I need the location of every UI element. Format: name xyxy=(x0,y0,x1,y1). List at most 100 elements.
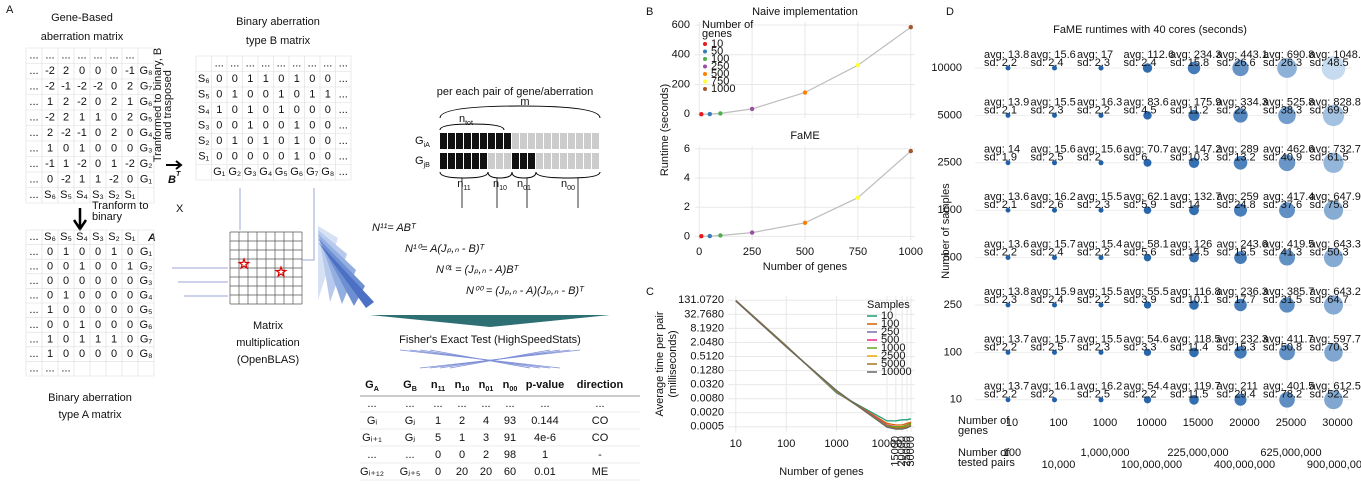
matrix-cell: -2 xyxy=(125,158,135,170)
matrix-cell: 0 xyxy=(278,135,284,147)
point xyxy=(707,233,713,239)
matrix-cell: 0 xyxy=(325,104,331,116)
matrix-cell: 1 xyxy=(278,104,284,116)
bubble xyxy=(1234,298,1247,312)
matrix-title: type A matrix xyxy=(59,409,122,421)
matrix-cell: 1 xyxy=(294,135,300,147)
matrix-cell: -2 xyxy=(61,174,71,186)
bubble xyxy=(1234,251,1247,264)
matrix-cell: S₅ xyxy=(198,89,210,101)
bit-cell xyxy=(544,133,551,149)
bubble xyxy=(1278,154,1296,172)
y-tick-label: 600 xyxy=(672,19,690,31)
table-header-sub: 10 xyxy=(461,385,469,393)
panel-label: B xyxy=(646,6,653,18)
matrix-cell: S₄ xyxy=(198,104,210,116)
avg-label: avg: 15.5 xyxy=(1031,96,1076,108)
count-label: n11 xyxy=(457,178,471,192)
x-tick-label: 15000 xyxy=(1183,417,1214,429)
sd-label: sd: 2 xyxy=(1077,152,1101,164)
sd-label: sd: 2.3 xyxy=(1077,341,1110,353)
avg-label: avg: 732.7 xyxy=(1310,144,1361,156)
table-cell: 3 xyxy=(483,432,489,444)
matrix-cell: ... xyxy=(339,104,348,116)
bubble xyxy=(1098,207,1104,213)
sd-label: sd: 2.2 xyxy=(1077,294,1110,306)
bit-cell xyxy=(592,133,599,149)
bubble xyxy=(1051,397,1058,403)
matrix-cell: 0 xyxy=(232,73,238,85)
matrix-cell: 0 xyxy=(63,319,69,331)
avg-label: avg: 54.6 xyxy=(1124,333,1169,345)
bubble xyxy=(1051,349,1058,355)
avg-label: avg: 643.3 xyxy=(1310,239,1361,251)
bit-cell xyxy=(560,133,567,149)
sd-label: sd: 14 xyxy=(1170,199,1200,211)
matrix-cell: 0 xyxy=(79,348,85,360)
bit-cell xyxy=(496,153,503,169)
bubble xyxy=(1189,252,1199,263)
matrix-cell: 0 xyxy=(95,96,101,108)
matrix-cell: S₃ xyxy=(198,120,210,132)
table-cell: 4 xyxy=(483,415,489,427)
avg-label: avg: 16.3 xyxy=(1077,96,1122,108)
matrix-cell: 0 xyxy=(79,290,85,302)
legend-title: genes xyxy=(702,28,732,40)
matrix-cell: ... xyxy=(29,275,38,287)
table-header-base: n xyxy=(455,379,462,391)
avg-label: avg: 1048.3 xyxy=(1310,49,1361,61)
sd-label: sd: 15.5 xyxy=(1217,247,1256,259)
bubble xyxy=(1005,207,1011,213)
matrix-cell: 1 xyxy=(263,135,269,147)
bit-cell xyxy=(504,153,511,169)
x-tick-label: 20000 xyxy=(1229,417,1260,429)
avg-label: avg: 132.7 xyxy=(1170,191,1221,203)
matrix-cell: G₅ xyxy=(275,166,288,178)
table-header-sub: 01 xyxy=(485,385,493,393)
matrix-cell: 1 xyxy=(232,89,238,101)
legend-label: 10000 xyxy=(881,366,912,378)
matrix-cell: S₃ xyxy=(92,189,104,201)
y-tick-label: 2 xyxy=(684,201,690,213)
matrix-cell: 0 xyxy=(95,304,101,316)
matrix-cell: 0 xyxy=(247,89,253,101)
matrix-cell: 0 xyxy=(263,151,269,163)
bit-cell xyxy=(456,133,463,149)
point xyxy=(718,233,723,238)
bit-cell xyxy=(448,133,455,149)
matrix-cell: 0 xyxy=(325,151,331,163)
avg-label: avg: 116.8 xyxy=(1170,286,1221,298)
point xyxy=(908,148,913,154)
avg-label: avg: 118.5 xyxy=(1170,333,1221,345)
avg-label: avg: 443.1 xyxy=(1217,49,1268,61)
matrix-cell: 2 xyxy=(47,127,53,139)
sd-label: sd: 10.1 xyxy=(1170,294,1209,306)
matrix-cell: 0 xyxy=(95,65,101,77)
table-cell: 0.144 xyxy=(531,415,559,427)
matrix-cell: G₃ xyxy=(139,143,152,155)
x-axis-label: Number of genes xyxy=(763,261,848,273)
avg-label: avg: 462.6 xyxy=(1263,144,1314,156)
table-cell: CO xyxy=(592,432,609,444)
matrix-cell: ... xyxy=(29,304,38,316)
matrix-title: type B matrix xyxy=(246,35,311,47)
mult-label: (OpenBLAS) xyxy=(237,354,299,366)
table-cell: 0.01 xyxy=(534,466,555,478)
legend-swatch xyxy=(703,49,707,54)
matrix-cell: 1 xyxy=(232,135,238,147)
table-header: n10 xyxy=(455,379,470,393)
matrix-cell: G₂ xyxy=(228,166,241,178)
x-tick-label: 1000 xyxy=(899,246,923,258)
matrix-cell: S₂ xyxy=(108,231,120,243)
matrix-cell: ... xyxy=(29,174,38,186)
x-tick-label: 100 xyxy=(1049,417,1067,429)
matrix-cell: ... xyxy=(308,58,317,70)
matrix-cell: 0 xyxy=(309,135,315,147)
y-tick-label: 0.0020 xyxy=(690,407,724,419)
matrix-cell: 1 xyxy=(216,104,222,116)
matrix-cell: 0 xyxy=(63,304,69,316)
sd-label: sd: 75.8 xyxy=(1310,199,1349,211)
sd-label: sd: 48.5 xyxy=(1310,57,1349,69)
